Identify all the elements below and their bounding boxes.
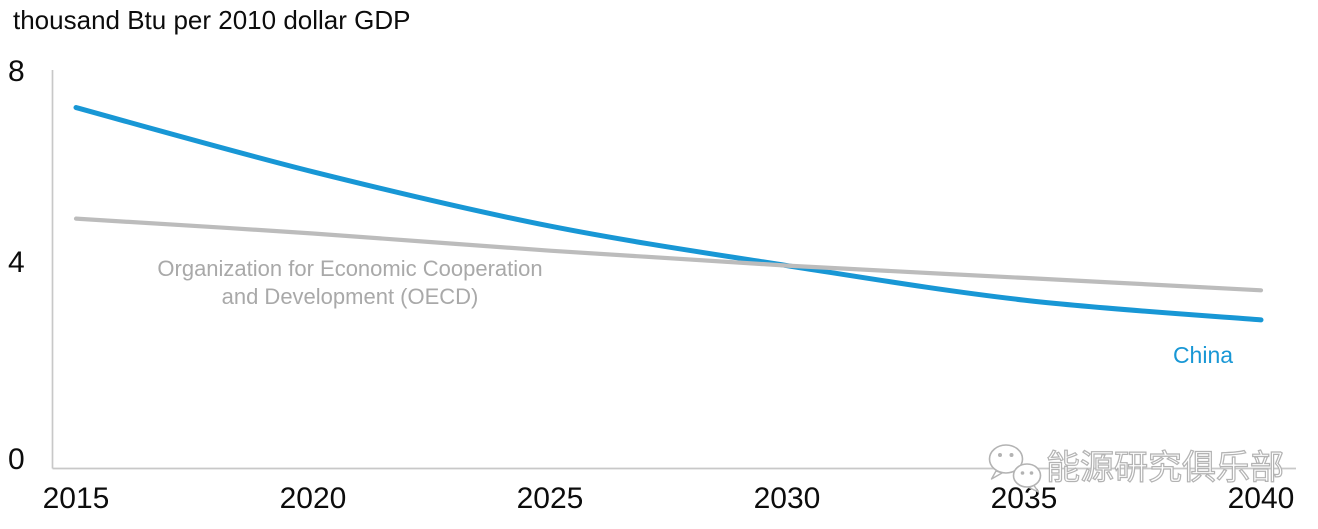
- x-tick-2015: 2015: [42, 482, 110, 515]
- series-line-china: [73, 105, 1264, 323]
- x-tick-2020: 2020: [279, 482, 347, 515]
- china-series-label: China: [1172, 342, 1234, 368]
- oecd-series-label-line2: and Development (OECD): [221, 284, 479, 309]
- x-tick-2025: 2025: [516, 482, 584, 515]
- watermark: 能源研究俱乐部: [986, 442, 1285, 494]
- series-layer: [73, 105, 1264, 323]
- watermark-text: 能源研究俱乐部: [1045, 448, 1284, 487]
- chart-title: thousand Btu per 2010 dollar GDP: [13, 5, 411, 35]
- y-tick-0: 0: [8, 443, 25, 476]
- x-tick-2040: 2040: [1227, 482, 1295, 515]
- oecd-series-label-line1: Organization for Economic Cooperation: [157, 256, 543, 281]
- series-line-oecd: [73, 216, 1264, 293]
- oecd-series-label: Organization for Economic Cooperation an…: [130, 255, 570, 311]
- x-tick-2030: 2030: [753, 482, 821, 515]
- y-tick-8: 8: [8, 55, 25, 88]
- y-tick-4: 4: [8, 246, 25, 279]
- wechat-icon: [988, 444, 1042, 493]
